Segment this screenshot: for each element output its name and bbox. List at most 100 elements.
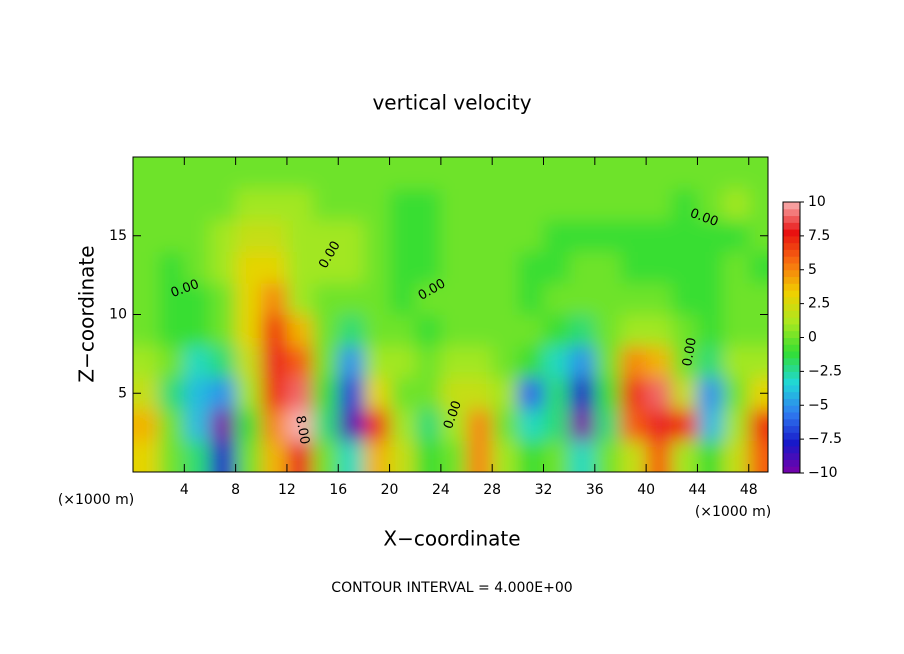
- x-unit-label: (×1000 m): [695, 504, 771, 520]
- cell: [389, 346, 416, 378]
- cell: [440, 377, 468, 410]
- cell: [723, 314, 750, 347]
- cell: [517, 283, 545, 315]
- cell: [517, 440, 545, 472]
- cell: [363, 188, 391, 221]
- x-axis-title: X−coordinate: [383, 527, 520, 551]
- cell: [723, 283, 750, 315]
- colorbar-band: [783, 235, 800, 244]
- cell: [492, 314, 519, 347]
- y-tick-label: 15: [109, 228, 127, 244]
- contour-label: 0.00: [680, 336, 700, 367]
- y-axis-title: Z−coordinate: [75, 245, 99, 382]
- cell: [594, 283, 621, 315]
- cell: [440, 440, 468, 472]
- cell: [209, 409, 237, 441]
- cell: [338, 409, 365, 441]
- cell: [312, 220, 339, 252]
- cell: [312, 440, 339, 472]
- x-tick-label: 20: [381, 482, 399, 498]
- cell: [569, 346, 596, 378]
- x-tick-label: 28: [483, 482, 501, 498]
- cell: [184, 346, 211, 378]
- cell: [492, 251, 519, 284]
- cell: [620, 377, 647, 410]
- cell: [133, 157, 160, 189]
- cell: [261, 314, 288, 347]
- cell: [235, 157, 262, 189]
- colorbar-band: [783, 344, 800, 352]
- cell: [543, 409, 570, 441]
- colorbar-band: [783, 432, 800, 440]
- cell: [209, 440, 237, 472]
- cell: [569, 409, 596, 441]
- cell: [517, 377, 545, 410]
- cell: [594, 188, 621, 221]
- cell: [261, 283, 288, 315]
- cell: [543, 220, 570, 252]
- cell: [415, 188, 442, 221]
- cell: [671, 346, 698, 378]
- cell: [569, 157, 596, 189]
- colorbar-band: [783, 269, 800, 278]
- cell: [338, 251, 365, 284]
- cell: [440, 346, 468, 378]
- cell: [389, 377, 416, 410]
- cell: [286, 188, 314, 221]
- cell: [184, 188, 211, 221]
- cell: [415, 220, 442, 252]
- cell: [492, 220, 519, 252]
- cell: [184, 157, 211, 189]
- cell: [440, 157, 468, 189]
- cell: [133, 409, 160, 441]
- cell: [543, 251, 570, 284]
- cell: [569, 251, 596, 284]
- cell: [569, 220, 596, 252]
- cell: [363, 346, 391, 378]
- cell: [543, 440, 570, 472]
- cell: [646, 188, 673, 221]
- x-tick-label: 16: [329, 482, 347, 498]
- colorbar-band: [783, 384, 800, 393]
- cell: [184, 220, 211, 252]
- cell: [517, 314, 545, 347]
- cell: [723, 440, 750, 472]
- cell: [723, 157, 750, 189]
- cell: [543, 157, 570, 189]
- cell: [389, 157, 416, 189]
- cell: [594, 314, 621, 347]
- cell: [286, 220, 314, 252]
- colorbar-band: [783, 378, 800, 386]
- cell: [363, 157, 391, 189]
- colorbar-band: [783, 296, 800, 305]
- cell: [697, 440, 724, 472]
- cell: [748, 409, 768, 441]
- cell: [697, 157, 724, 189]
- cell: [158, 314, 185, 347]
- cell: [158, 346, 185, 378]
- cell: [415, 314, 442, 347]
- cell: [363, 440, 391, 472]
- cell: [748, 377, 768, 410]
- cell: [158, 251, 185, 284]
- cell: [415, 283, 442, 315]
- cell: [158, 377, 185, 410]
- colorbar-band: [783, 357, 800, 366]
- colorbar-band: [783, 466, 800, 474]
- cell: [184, 377, 211, 410]
- cell: [158, 440, 185, 472]
- cell: [158, 188, 185, 221]
- cell: [517, 220, 545, 252]
- colorbar-band: [783, 276, 800, 284]
- cell: [389, 188, 416, 221]
- cell: [235, 251, 262, 284]
- colorbar-band: [783, 229, 800, 237]
- cell: [312, 188, 339, 221]
- cell: [389, 220, 416, 252]
- cell: [492, 346, 519, 378]
- cell: [286, 283, 314, 315]
- cell: [261, 346, 288, 378]
- cell: [312, 409, 339, 441]
- cell: [492, 440, 519, 472]
- colorbar-band: [783, 323, 800, 332]
